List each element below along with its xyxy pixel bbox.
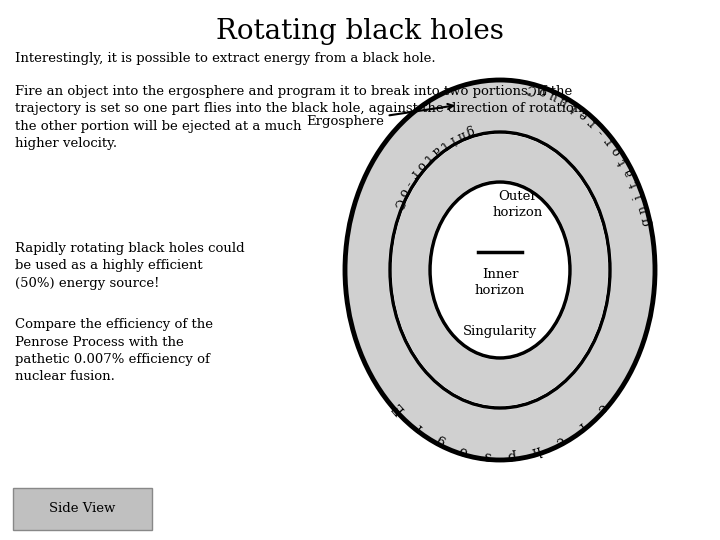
Text: i: i bbox=[632, 192, 646, 200]
Text: t: t bbox=[421, 151, 434, 164]
Ellipse shape bbox=[345, 80, 655, 460]
Text: o: o bbox=[457, 443, 469, 458]
Text: Fire an object into the ergosphere and program it to break into two portions. If: Fire an object into the ergosphere and p… bbox=[15, 85, 586, 151]
Text: a: a bbox=[621, 166, 636, 179]
Text: r: r bbox=[575, 419, 588, 434]
Text: t: t bbox=[616, 156, 629, 167]
Text: C: C bbox=[525, 80, 538, 96]
Text: r: r bbox=[412, 419, 426, 434]
Text: g: g bbox=[639, 217, 653, 227]
FancyBboxPatch shape bbox=[13, 488, 152, 530]
Text: t: t bbox=[627, 179, 641, 189]
Ellipse shape bbox=[392, 134, 608, 406]
Text: s: s bbox=[483, 448, 492, 463]
Text: g: g bbox=[464, 124, 476, 138]
Ellipse shape bbox=[430, 182, 570, 358]
Text: r: r bbox=[585, 116, 599, 130]
Text: u: u bbox=[546, 88, 559, 104]
Text: Inner
horizon: Inner horizon bbox=[475, 267, 525, 296]
Text: Outer
horizon: Outer horizon bbox=[493, 191, 543, 219]
Text: Ergosphere: Ergosphere bbox=[306, 104, 453, 129]
Text: Compare the efficiency of the
Penrose Process with the
pathetic 0.007% efficienc: Compare the efficiency of the Penrose Pr… bbox=[15, 318, 213, 383]
Text: t: t bbox=[568, 101, 580, 114]
Text: h: h bbox=[530, 442, 543, 458]
Text: o: o bbox=[608, 144, 624, 158]
Ellipse shape bbox=[390, 132, 610, 408]
Text: a: a bbox=[428, 143, 443, 158]
Text: g: g bbox=[433, 433, 447, 449]
Ellipse shape bbox=[388, 130, 612, 410]
Text: r: r bbox=[407, 167, 421, 180]
Text: t: t bbox=[438, 137, 449, 151]
Ellipse shape bbox=[428, 180, 572, 360]
Text: e: e bbox=[553, 433, 567, 449]
Text: e: e bbox=[576, 107, 590, 122]
Text: -: - bbox=[401, 177, 415, 188]
Text: e: e bbox=[593, 401, 609, 416]
Text: i: i bbox=[447, 132, 457, 145]
Text: p: p bbox=[507, 448, 518, 463]
Text: n: n bbox=[454, 127, 467, 142]
Text: n: n bbox=[635, 204, 650, 214]
Text: -: - bbox=[595, 126, 607, 138]
Text: Side View: Side View bbox=[49, 503, 116, 516]
Text: E: E bbox=[390, 400, 408, 417]
Text: Interestingly, it is possible to extract energy from a black hole.: Interestingly, it is possible to extract… bbox=[15, 52, 436, 65]
Text: Singularity: Singularity bbox=[463, 326, 537, 339]
Text: C: C bbox=[390, 195, 405, 210]
Text: r: r bbox=[602, 134, 616, 147]
Text: n: n bbox=[557, 93, 570, 109]
Text: Rotating black holes: Rotating black holes bbox=[216, 18, 504, 45]
Text: o: o bbox=[413, 158, 428, 172]
Text: o: o bbox=[536, 84, 548, 99]
Text: Rapidly rotating black holes could
be used as a highly efficient
(50%) energy so: Rapidly rotating black holes could be us… bbox=[15, 242, 245, 290]
Text: o: o bbox=[395, 186, 410, 199]
